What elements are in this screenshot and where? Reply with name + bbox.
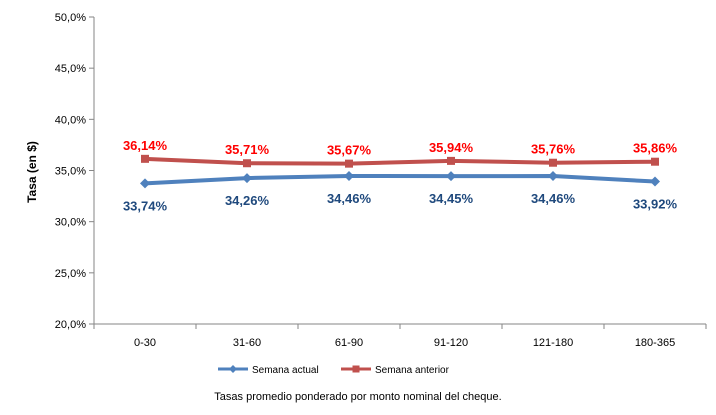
data-point: [345, 159, 353, 168]
series-line: [144, 156, 656, 166]
data-point: [548, 171, 558, 182]
data-label: 33,74%: [123, 198, 168, 213]
data-point: [447, 156, 455, 165]
x-tick-label: 91-120: [434, 337, 468, 349]
data-point: [141, 154, 149, 163]
chart-axes: [93, 17, 706, 325]
series-line: [144, 174, 656, 186]
chart-caption: Tasas promedio ponderado por monto nomin…: [214, 391, 502, 403]
y-tick-label: 20,0%: [55, 319, 86, 331]
data-point: [650, 176, 660, 187]
data-point: [344, 171, 354, 182]
data-label: 33,92%: [633, 197, 678, 212]
y-tick-label: 30,0%: [55, 217, 86, 229]
y-tick-label: 45,0%: [55, 63, 86, 75]
x-tick-label: 121-180: [533, 337, 573, 349]
x-tick-label: 31-60: [233, 337, 261, 349]
data-label: 35,71%: [225, 142, 270, 157]
y-tick-label: 50,0%: [55, 12, 86, 24]
data-label: 35,76%: [531, 142, 576, 157]
y-axis-ticks: 20,0% 25,0% 30,0% 35,0% 40,0% 45,0% 50,0%: [55, 12, 94, 331]
data-point: [140, 178, 150, 189]
legend-item: Semana actual: [218, 365, 319, 376]
chart-series: 33,74% 34,26% 34,46% 34,45% 34,46% 33,92% 36,1…: [123, 138, 678, 214]
data-point: [243, 159, 251, 168]
data-point: [651, 157, 659, 166]
y-tick-label: 40,0%: [55, 114, 86, 126]
legend-label: Semana anterior: [375, 365, 450, 376]
data-label: 34,26%: [225, 193, 270, 208]
y-tick-label: 25,0%: [55, 268, 86, 280]
data-label: 34,46%: [531, 191, 576, 206]
data-point: [242, 173, 252, 184]
legend-item: Semana anterior: [341, 365, 450, 376]
y-axis-title: Tasa (en $): [25, 141, 39, 203]
x-tick-label: 61-90: [335, 337, 363, 349]
series-semana-actual: 33,74% 34,26% 34,46% 34,45% 34,46% 33,92%: [123, 171, 678, 213]
data-label: 36,14%: [123, 138, 168, 153]
series-semana-anterior: 36,14% 35,71% 35,67% 35,94% 35,76% 35,86%: [123, 138, 678, 168]
y-tick-label: 35,0%: [55, 166, 86, 178]
data-point: [549, 158, 557, 167]
x-tick-label: 0-30: [134, 337, 156, 349]
data-label: 34,45%: [429, 191, 474, 206]
x-tick-label: 180-365: [635, 337, 675, 349]
line-chart: 20,0% 25,0% 30,0% 35,0% 40,0% 45,0% 50,0% 0-30…: [25, 12, 707, 376]
data-label: 35,67%: [327, 143, 372, 158]
data-label: 35,94%: [429, 140, 474, 155]
legend-marker: [352, 365, 360, 373]
legend-marker: [229, 365, 237, 373]
legend-label: Semana actual: [252, 365, 319, 376]
data-point: [446, 171, 456, 182]
chart-legend: Semana actual Semana anterior: [218, 365, 450, 376]
data-label: 34,46%: [327, 191, 372, 206]
x-axis-ticks: 0-30 31-60 61-90 91-120 121-180 180-365: [93, 324, 707, 349]
data-label: 35,86%: [633, 141, 678, 156]
